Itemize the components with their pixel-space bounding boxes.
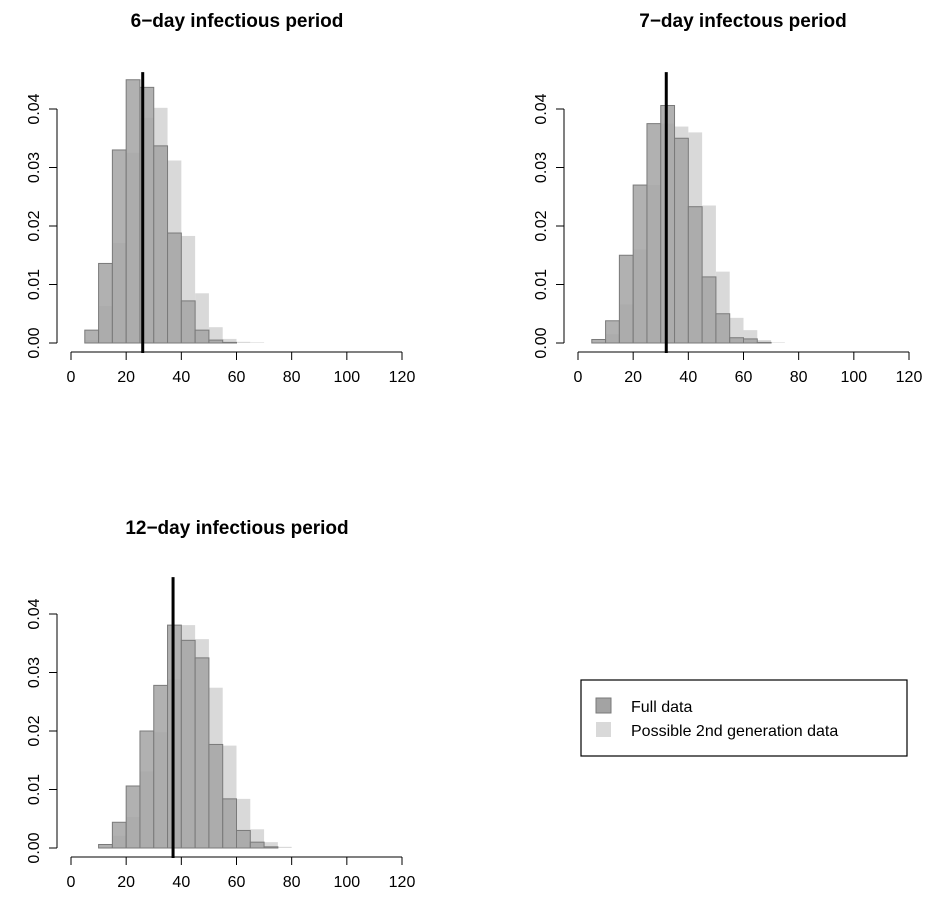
x-tick-label: 100	[333, 369, 360, 386]
y-tick-label: 0.00	[26, 832, 43, 863]
histogram-panel-6-day: 6−day infectious period 0 20 40 60 80 100 120 0.…	[26, 11, 415, 386]
x-tick-label: 40	[172, 369, 190, 386]
bar-full-data	[194, 657, 210, 849]
y-tick-label: 0.04	[533, 93, 550, 124]
bar-full-data	[632, 184, 648, 344]
legend-label-full-data: Full data	[631, 699, 692, 716]
bar-full-data	[125, 79, 141, 344]
bar-full-data	[701, 276, 717, 344]
bar-full-data	[208, 743, 224, 849]
bar-2nd-generation	[771, 342, 785, 343]
bar-full-data	[222, 798, 237, 849]
legend-swatch-full-data	[595, 697, 612, 714]
y-tick-label: 0.02	[26, 210, 43, 241]
bar-full-data	[591, 338, 607, 344]
bar-full-data	[756, 341, 772, 344]
x-tick-label: 20	[624, 369, 642, 386]
bar-2nd-generation	[264, 842, 278, 848]
y-tick-label: 0.04	[26, 598, 43, 629]
bar-full-data	[153, 684, 169, 849]
bar-full-data	[715, 313, 731, 344]
bar-full-data	[98, 843, 113, 849]
y-tick-label: 0.03	[533, 152, 550, 183]
x-tick-label: 20	[117, 874, 135, 891]
y-tick-label: 0.00	[533, 327, 550, 358]
bar-full-data	[249, 841, 265, 849]
histogram-panel-7-day: 7−day infectous period 0 20 40 60 80 100 120 0.0…	[533, 11, 922, 386]
x-tick-label: 80	[283, 369, 301, 386]
y-tick-label: 0.01	[26, 269, 43, 300]
y-tick-label: 0.02	[533, 210, 550, 241]
bar-2nd-generation	[236, 341, 251, 343]
legend-label-2nd-generation: Possible 2nd generation data	[631, 723, 838, 740]
x-tick-label: 120	[389, 369, 416, 386]
legend-box	[580, 679, 908, 757]
bar-full-data	[125, 785, 141, 849]
bar-full-data	[139, 730, 155, 849]
bar-full-data	[743, 338, 758, 344]
bar-full-data	[167, 232, 182, 344]
bar-2nd-generation	[729, 317, 744, 343]
x-tick-label: 120	[896, 369, 923, 386]
y-tick-label: 0.02	[26, 715, 43, 746]
x-tick-label: 0	[67, 369, 76, 386]
bar-2nd-generation	[250, 342, 265, 343]
y-tick-label: 0.03	[26, 657, 43, 688]
bar-2nd-generation	[222, 338, 237, 343]
x-tick-label: 120	[389, 874, 416, 891]
bar-full-data	[111, 821, 127, 849]
bar-full-data	[111, 149, 127, 344]
bar-full-data	[180, 639, 196, 849]
chart-title: 12−day infectious period	[125, 518, 348, 539]
y-tick-label: 0.03	[26, 152, 43, 183]
x-tick-label: 20	[117, 369, 135, 386]
y-tick-label: 0.04	[26, 93, 43, 124]
y-tick-label: 0.01	[533, 269, 550, 300]
x-tick-label: 60	[735, 369, 753, 386]
x-tick-label: 0	[574, 369, 583, 386]
x-tick-label: 0	[67, 874, 76, 891]
bar-full-data	[674, 137, 689, 344]
bar-full-data	[208, 339, 224, 344]
y-tick-label: 0.00	[26, 327, 43, 358]
bar-full-data	[687, 206, 703, 344]
bar-full-data	[84, 329, 100, 344]
legend-swatch-2nd-generation	[596, 722, 611, 737]
x-tick-label: 80	[790, 369, 808, 386]
x-tick-label: 40	[679, 369, 697, 386]
bar-full-data	[729, 337, 744, 344]
y-tick-label: 0.01	[26, 774, 43, 805]
x-tick-label: 60	[228, 874, 246, 891]
bar-full-data	[222, 341, 237, 344]
bar-full-data	[98, 262, 113, 344]
bar-full-data	[646, 123, 662, 344]
bar-full-data	[180, 300, 196, 344]
bar-2nd-generation	[277, 846, 292, 848]
x-tick-label: 40	[172, 874, 190, 891]
bar-2nd-generation	[208, 327, 223, 343]
legend: Full data Possible 2nd generation data	[580, 679, 908, 757]
chart-title: 6−day infectious period	[131, 11, 344, 32]
bar-full-data	[618, 254, 634, 344]
bar-full-data	[194, 329, 210, 344]
x-tick-label: 80	[283, 874, 301, 891]
bar-full-data	[153, 145, 169, 344]
bar-full-data	[263, 846, 279, 849]
bar-full-data	[236, 829, 251, 849]
bar-full-data	[605, 320, 620, 344]
bar-2nd-generation	[757, 340, 772, 343]
x-tick-label: 100	[840, 369, 867, 386]
x-tick-label: 100	[333, 874, 360, 891]
chart-title: 7−day infectous period	[639, 11, 846, 32]
histogram-panel-12-day: 12−day infectious period 0 20 40 60 80 100 120 0…	[26, 518, 415, 891]
x-tick-label: 60	[228, 369, 246, 386]
